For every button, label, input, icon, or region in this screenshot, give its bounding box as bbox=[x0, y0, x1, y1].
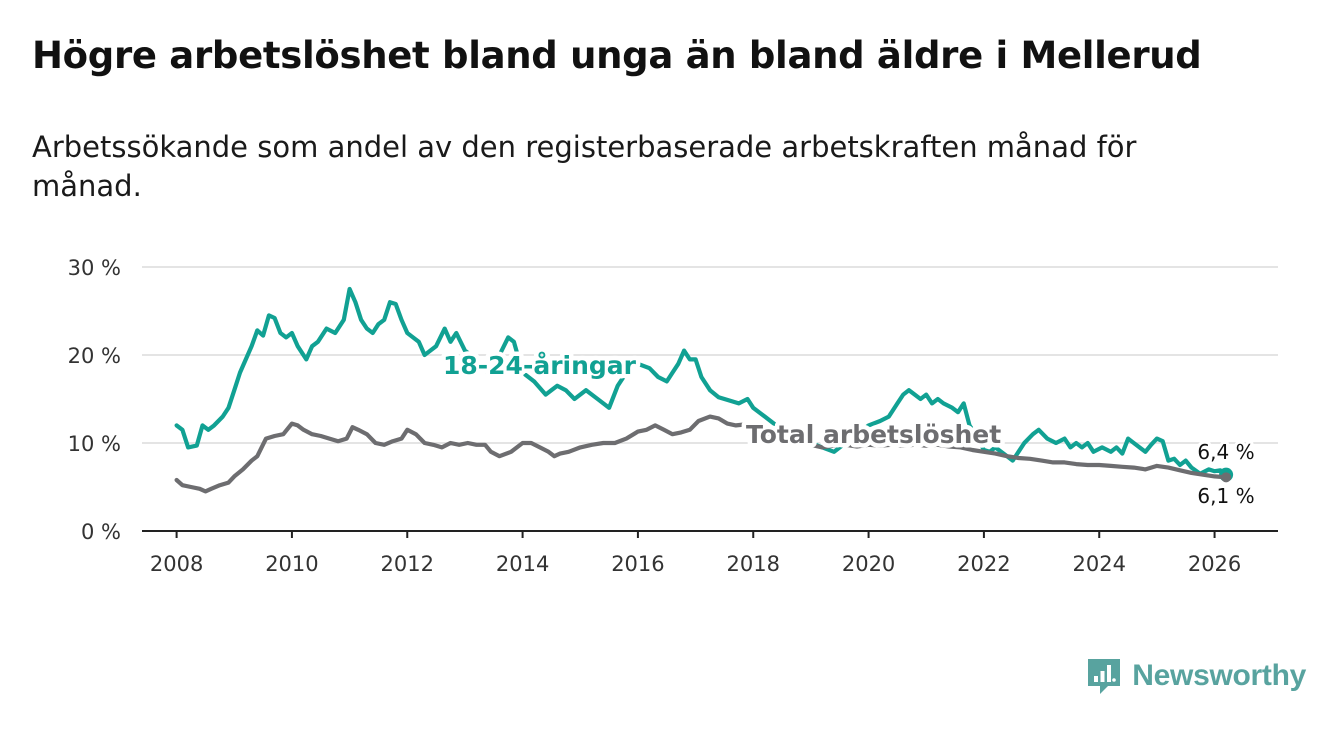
series-line-youth bbox=[174, 286, 1229, 477]
end-label-youth: 6,4 % bbox=[1197, 440, 1254, 464]
x-tick-label: 2010 bbox=[265, 552, 318, 576]
x-tick-label: 2008 bbox=[150, 552, 203, 576]
axis-layer: 0 % 10 % 20 % 30 % 2008 2010 2012 2014 2016 2018 2… bbox=[68, 256, 1278, 576]
chart-subtitle: Arbetssökande som andel av den registerb… bbox=[32, 130, 1137, 203]
end-label-total: 6,1 % bbox=[1197, 484, 1254, 508]
y-tick-label: 20 % bbox=[68, 344, 121, 368]
series-line-total bbox=[174, 414, 1229, 494]
x-tick-label: 2018 bbox=[727, 552, 780, 576]
y-tick-label: 0 % bbox=[81, 520, 121, 544]
x-tick-label: 2016 bbox=[611, 552, 664, 576]
series-layer bbox=[174, 286, 1234, 494]
x-tick-label: 2014 bbox=[496, 552, 549, 576]
end-label-total-halo: 6,1 % bbox=[1197, 484, 1254, 508]
newsworthy-logo-icon bbox=[1088, 659, 1121, 694]
x-tick-label: 2012 bbox=[381, 552, 434, 576]
series-end-marker bbox=[1221, 472, 1232, 483]
page-title: Högre arbetslöshet bland unga än bland ä… bbox=[32, 34, 1202, 77]
series-label-youth: 18-24-åringar bbox=[443, 351, 637, 380]
x-tick-label: 2020 bbox=[842, 552, 895, 576]
x-tick-label: 2022 bbox=[957, 552, 1010, 576]
series-label-youth-halo: 18-24-åringar bbox=[443, 351, 637, 380]
brand-name: Newsworthy bbox=[1132, 659, 1306, 692]
x-tick-label: 2024 bbox=[1073, 552, 1126, 576]
y-tick-label: 10 % bbox=[68, 432, 121, 456]
newsworthy-logo: Newsworthy bbox=[1086, 656, 1306, 696]
end-label-youth-halo: 6,4 % bbox=[1197, 440, 1254, 464]
x-tick-label: 2026 bbox=[1188, 552, 1241, 576]
y-tick-label: 30 % bbox=[68, 256, 121, 280]
series-label-total-halo: Total arbetslöshet bbox=[746, 420, 1001, 449]
series-label-total: Total arbetslöshet bbox=[746, 420, 1001, 449]
